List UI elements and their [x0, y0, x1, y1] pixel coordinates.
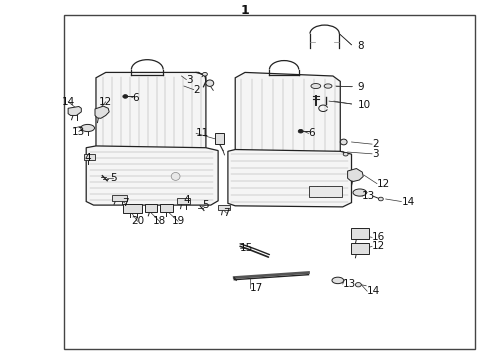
- Text: 8: 8: [357, 41, 364, 50]
- Text: 14: 14: [367, 286, 380, 296]
- Text: 17: 17: [250, 283, 263, 293]
- Text: 3: 3: [372, 149, 379, 159]
- Polygon shape: [228, 149, 351, 207]
- Ellipse shape: [171, 172, 180, 180]
- Text: 14: 14: [62, 97, 75, 107]
- Text: 12: 12: [99, 97, 112, 107]
- Text: 2: 2: [194, 85, 200, 95]
- Text: 7: 7: [122, 198, 128, 208]
- Text: 13: 13: [72, 127, 85, 136]
- Polygon shape: [96, 72, 206, 153]
- Text: 4: 4: [183, 195, 190, 205]
- Bar: [309, 186, 342, 197]
- Ellipse shape: [324, 84, 332, 88]
- Bar: [64, 15, 475, 348]
- Polygon shape: [68, 107, 81, 116]
- Text: 6: 6: [309, 129, 315, 138]
- Text: 5: 5: [110, 173, 117, 183]
- Text: 2: 2: [372, 139, 379, 149]
- Bar: [84, 154, 95, 160]
- Ellipse shape: [81, 125, 95, 132]
- Ellipse shape: [206, 80, 214, 86]
- Polygon shape: [86, 146, 218, 205]
- Text: 6: 6: [133, 93, 139, 103]
- Bar: [112, 195, 127, 201]
- Text: 12: 12: [372, 241, 385, 251]
- Bar: [176, 198, 190, 204]
- Text: 12: 12: [377, 179, 390, 189]
- Ellipse shape: [123, 95, 128, 98]
- Ellipse shape: [343, 152, 348, 156]
- Polygon shape: [95, 106, 109, 118]
- Text: 5: 5: [202, 200, 209, 210]
- Text: 20: 20: [131, 216, 144, 226]
- Text: 3: 3: [186, 75, 193, 85]
- Text: 18: 18: [153, 216, 166, 226]
- Text: 15: 15: [240, 243, 253, 253]
- Text: 11: 11: [196, 129, 209, 138]
- Ellipse shape: [355, 283, 361, 287]
- Bar: [146, 204, 157, 212]
- Text: 10: 10: [357, 100, 370, 110]
- Text: 9: 9: [357, 82, 364, 92]
- Text: 7: 7: [223, 208, 230, 218]
- Ellipse shape: [340, 139, 347, 145]
- Text: 16: 16: [372, 232, 385, 242]
- Text: 1: 1: [241, 4, 249, 17]
- Bar: [351, 243, 368, 253]
- Text: 4: 4: [84, 153, 91, 163]
- Text: 13: 13: [362, 191, 375, 201]
- Ellipse shape: [202, 72, 207, 76]
- Ellipse shape: [311, 84, 321, 89]
- Polygon shape: [235, 72, 340, 155]
- Bar: [351, 228, 368, 239]
- Ellipse shape: [378, 197, 383, 201]
- Ellipse shape: [332, 277, 343, 284]
- Text: 14: 14: [401, 197, 415, 207]
- Bar: [160, 204, 172, 212]
- Bar: [123, 204, 143, 213]
- Text: 13: 13: [343, 279, 356, 289]
- Ellipse shape: [353, 189, 367, 196]
- Bar: [215, 134, 224, 144]
- Text: 19: 19: [172, 216, 185, 226]
- Ellipse shape: [298, 130, 303, 133]
- Polygon shape: [347, 168, 363, 181]
- Bar: [218, 205, 230, 211]
